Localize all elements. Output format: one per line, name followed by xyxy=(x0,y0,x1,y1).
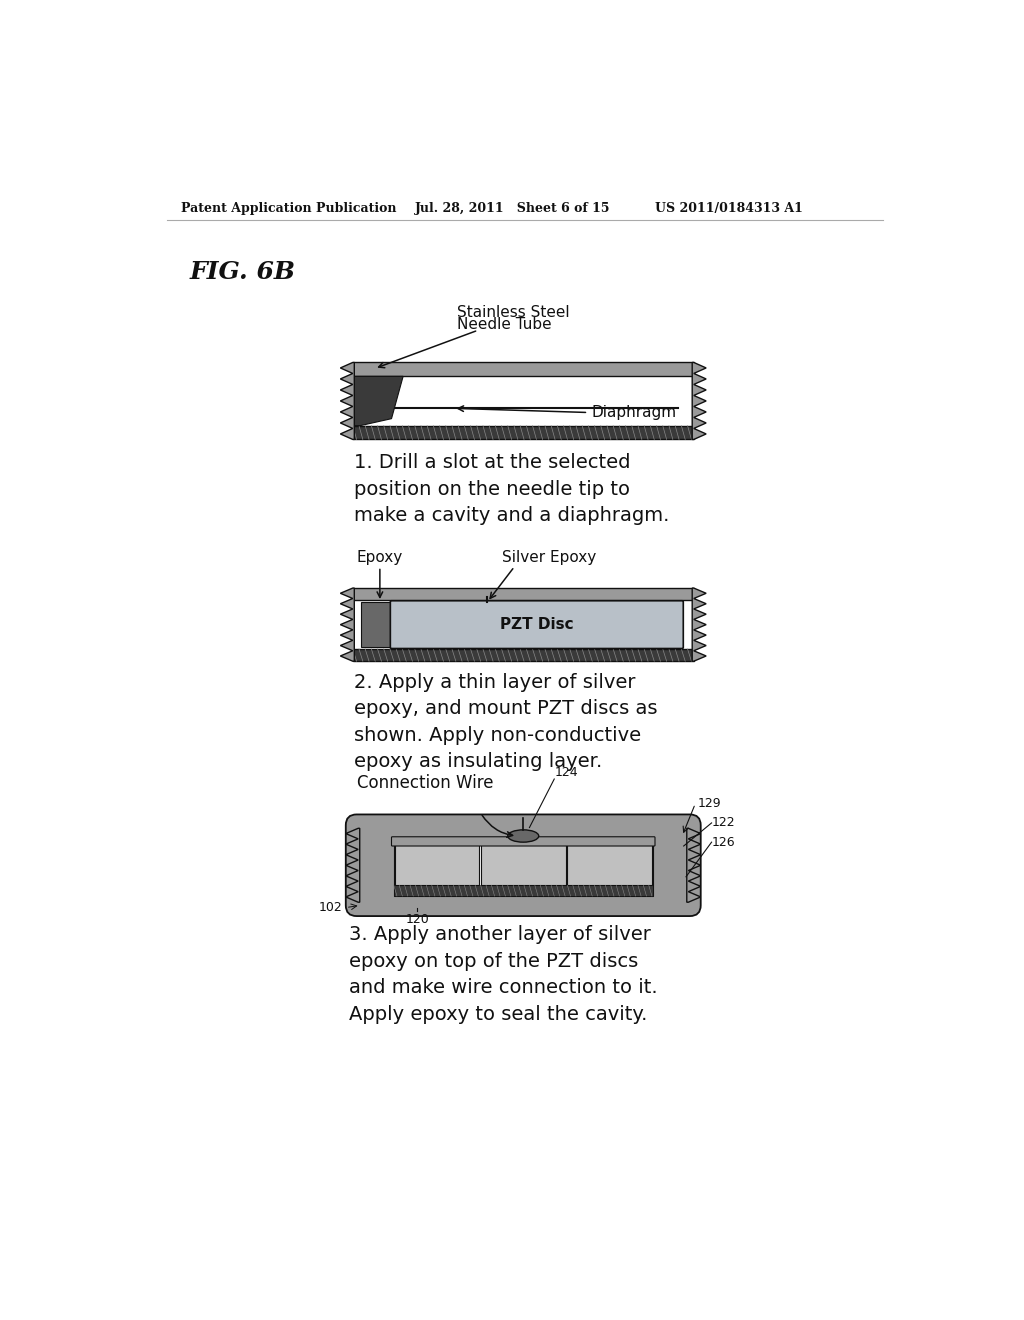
Text: Jul. 28, 2011   Sheet 6 of 15: Jul. 28, 2011 Sheet 6 of 15 xyxy=(415,202,610,215)
Text: Connection Wire: Connection Wire xyxy=(356,774,494,792)
Text: Silver Epoxy: Silver Epoxy xyxy=(503,550,597,565)
Polygon shape xyxy=(692,589,707,661)
Text: Diaphragm: Diaphragm xyxy=(592,405,677,420)
Text: 124: 124 xyxy=(554,766,578,779)
Text: 3. Apply another layer of silver
epoxy on top of the PZT discs
and make wire con: 3. Apply another layer of silver epoxy o… xyxy=(349,925,657,1024)
Bar xyxy=(394,841,652,896)
Text: US 2011/0184313 A1: US 2011/0184313 A1 xyxy=(655,202,803,215)
FancyBboxPatch shape xyxy=(390,601,683,648)
Text: Needle Tube: Needle Tube xyxy=(457,317,551,331)
Text: FIG. 6B: FIG. 6B xyxy=(190,260,296,284)
Text: 129: 129 xyxy=(697,797,721,810)
Bar xyxy=(360,602,391,647)
Polygon shape xyxy=(692,363,707,440)
Text: Patent Application Publication: Patent Application Publication xyxy=(180,202,396,215)
Bar xyxy=(352,649,693,661)
Text: Stainless Steel: Stainless Steel xyxy=(457,305,569,321)
Text: 122: 122 xyxy=(712,816,735,829)
Bar xyxy=(352,376,693,425)
Polygon shape xyxy=(340,589,354,661)
Bar xyxy=(352,601,693,649)
Text: 1. Drill a slot at the selected
position on the needle tip to
make a cavity and : 1. Drill a slot at the selected position… xyxy=(354,453,670,525)
Bar xyxy=(567,841,652,884)
Text: PZT Disc: PZT Disc xyxy=(500,618,573,632)
Polygon shape xyxy=(352,376,403,425)
Polygon shape xyxy=(687,829,700,903)
Bar xyxy=(394,841,479,884)
Polygon shape xyxy=(346,829,359,903)
Bar xyxy=(481,841,565,884)
Text: Epoxy: Epoxy xyxy=(356,550,403,565)
Polygon shape xyxy=(340,363,354,440)
Bar xyxy=(394,886,652,896)
Bar xyxy=(352,589,693,601)
FancyBboxPatch shape xyxy=(346,814,700,916)
Text: 102: 102 xyxy=(318,902,343,915)
FancyBboxPatch shape xyxy=(391,837,655,846)
Text: 126: 126 xyxy=(712,836,735,849)
Text: 2. Apply a thin layer of silver
epoxy, and mount PZT discs as
shown. Apply non-c: 2. Apply a thin layer of silver epoxy, a… xyxy=(354,673,657,771)
Bar xyxy=(352,425,693,440)
Bar xyxy=(352,363,693,376)
Text: 120: 120 xyxy=(406,913,429,927)
Ellipse shape xyxy=(508,830,539,842)
